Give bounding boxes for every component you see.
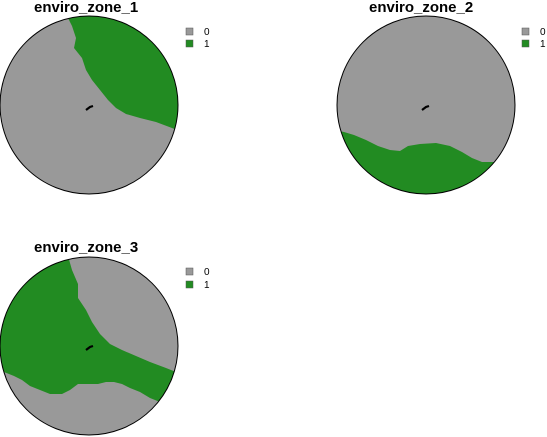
site-marker [85,344,94,351]
map-area [0,257,178,435]
legend: 0 1 [185,267,210,291]
panel-title: enviro_zone_3 [34,239,138,256]
panel-title: enviro_zone_1 [34,0,138,16]
legend-label-1: 1 [204,39,210,50]
legend-label-1: 1 [204,280,210,291]
map-outline [336,15,516,195]
legend-label-0: 0 [204,27,210,38]
panel-enviro-zone-2: enviro_zone_2 0 1 [336,0,546,195]
legend-swatch-1 [185,39,194,48]
legend-swatch-1 [521,39,530,48]
legend-swatch-0 [185,27,194,36]
legend: 0 1 [185,27,210,50]
legend-label-0: 0 [540,27,546,38]
site-marker [421,104,430,111]
legend-label-0: 0 [204,267,210,278]
legend: 0 1 [521,27,546,50]
zone-1-region [0,257,176,402]
legend-swatch-1 [185,280,194,289]
map-outline [0,15,179,195]
site-marker [85,104,94,111]
panel-enviro-zone-3: enviro_zone_3 0 1 [0,239,210,436]
legend-label-1: 1 [540,39,546,50]
panel-enviro-zone-1: enviro_zone_1 0 1 [0,0,210,195]
legend-swatch-0 [185,267,194,276]
map-outline [0,256,179,436]
legend-swatch-0 [521,27,530,36]
panel-title: enviro_zone_2 [369,0,473,16]
